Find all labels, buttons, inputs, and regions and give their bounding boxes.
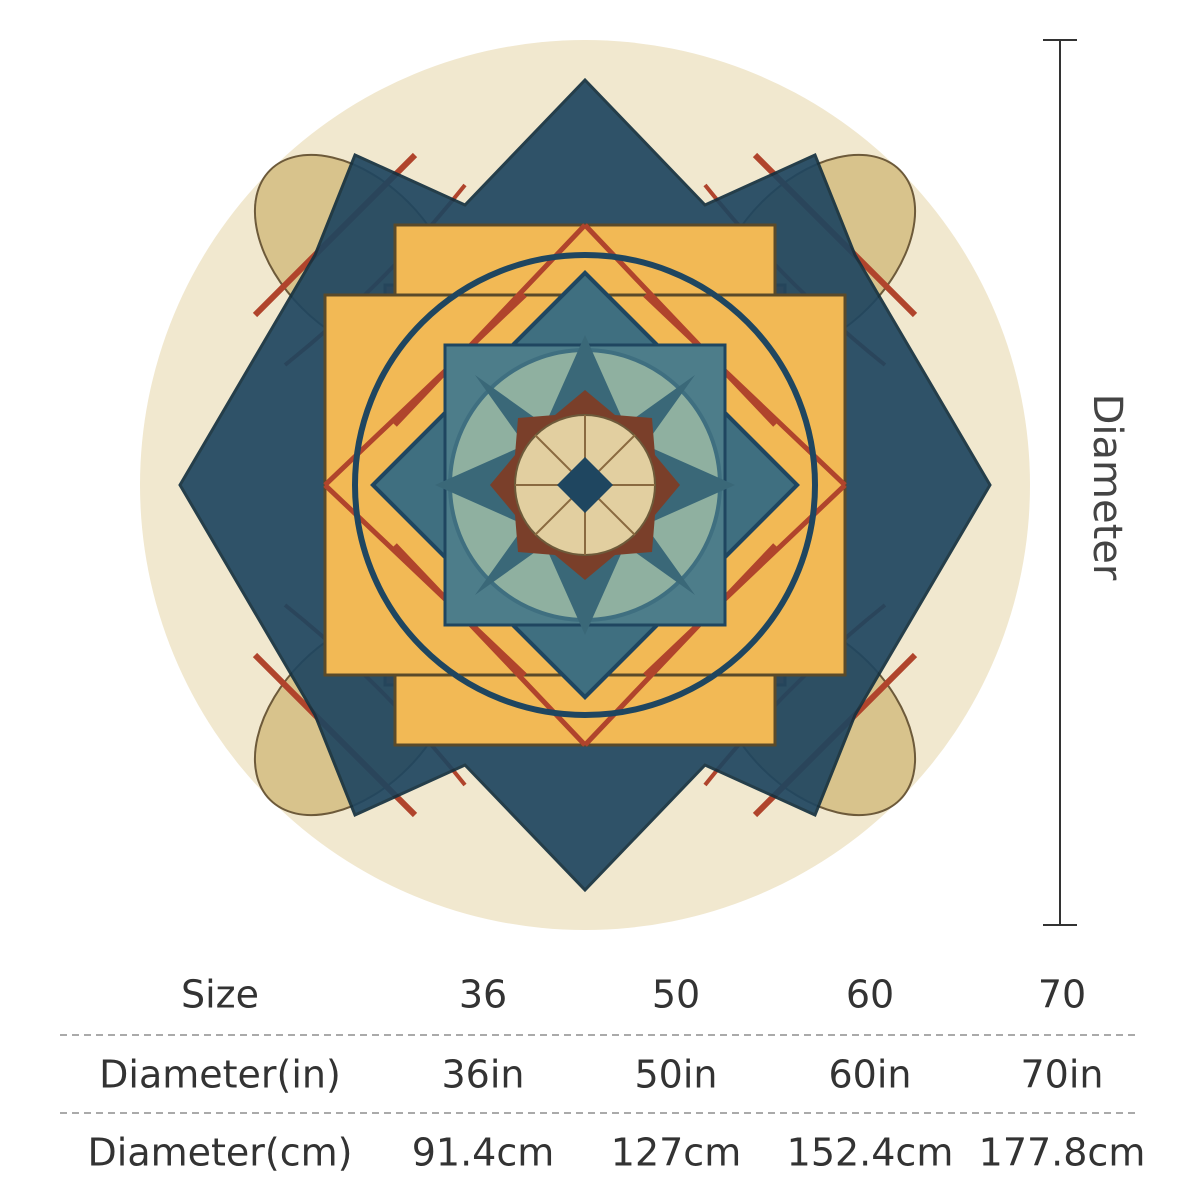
diameter-indicator: Diameter bbox=[1043, 39, 1130, 926]
row-header: Diameter(cm) bbox=[88, 1131, 353, 1175]
row-header: Size bbox=[181, 973, 259, 1017]
table-cell: 60 bbox=[846, 973, 894, 1017]
size-table: Size 36 50 60 70 Diameter(in) 36in 50in 60in 70in… bbox=[60, 973, 1145, 1175]
mandala bbox=[178, 77, 992, 893]
table-cell: 152.4cm bbox=[787, 1131, 954, 1175]
table-cell: 36in bbox=[442, 1053, 525, 1097]
table-cell: 60in bbox=[829, 1053, 912, 1097]
table-cell: 127cm bbox=[611, 1131, 741, 1175]
table-cell: 36 bbox=[459, 973, 507, 1017]
table-cell: 70 bbox=[1038, 973, 1086, 1017]
table-cell: 50in bbox=[635, 1053, 718, 1097]
table-cell: 91.4cm bbox=[412, 1131, 555, 1175]
row-header: Diameter(in) bbox=[99, 1053, 341, 1097]
table-cell: 177.8cm bbox=[979, 1131, 1146, 1175]
dimension-label: Diameter bbox=[1084, 394, 1130, 581]
table-cell: 50 bbox=[652, 973, 700, 1017]
table-cell: 70in bbox=[1021, 1053, 1104, 1097]
